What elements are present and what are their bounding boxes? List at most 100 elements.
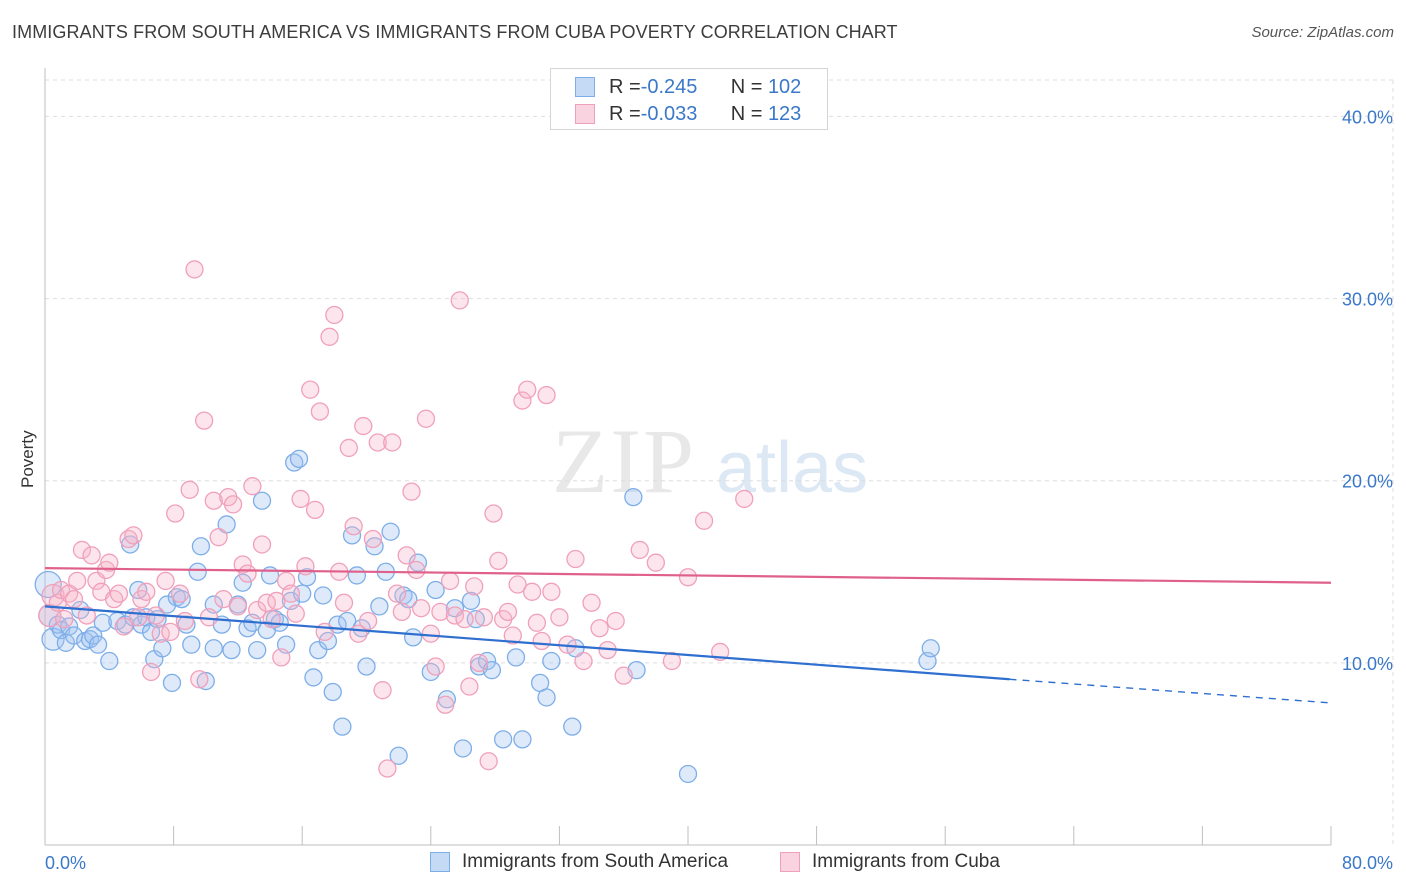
data-point-cuba (109, 584, 129, 603)
data-point-cuba (407, 560, 426, 580)
data-point-cuba (450, 291, 469, 310)
data-point-cuba (614, 666, 633, 685)
trend-lines (44, 567, 1332, 704)
data-point-cuba (214, 589, 233, 609)
data-point-cuba (455, 609, 474, 629)
data-point-cuba (170, 584, 190, 603)
data-point-cuba (582, 593, 601, 612)
x-tick-label: 80.0% (1342, 853, 1393, 873)
data-point-cuba (479, 752, 498, 771)
data-point-cuba (156, 571, 175, 591)
data-point-cuba (286, 604, 305, 623)
data-point-cuba (503, 626, 522, 645)
data-point-cuba (402, 482, 421, 501)
data-point-cuba (100, 553, 119, 572)
r-value: -0.245 (640, 75, 698, 98)
data-point-cuba (537, 385, 556, 405)
data-point-south-america (403, 628, 423, 647)
data-point-cuba (185, 260, 204, 279)
legend-label: Immigrants from South America (462, 851, 729, 872)
legend-item-south-america[interactable]: Immigrants from South America (430, 851, 728, 873)
legend-swatch-blue (430, 852, 450, 872)
data-point-south-america (34, 570, 62, 599)
data-point-cuba (368, 433, 387, 452)
data-point-cuba (694, 511, 714, 530)
data-point-cuba (238, 564, 257, 583)
data-point-cuba (358, 611, 378, 631)
data-point-south-america (182, 635, 201, 654)
chart-title: IMMIGRANTS FROM SOUTH AMERICA VS IMMIGRA… (12, 22, 898, 42)
data-point-south-america (408, 553, 428, 572)
data-point-cuba (606, 611, 625, 631)
data-point-south-america (304, 668, 323, 687)
legend-item-cuba[interactable]: Immigrants from Cuba (780, 851, 1000, 873)
data-point-cuba (522, 582, 542, 601)
data-point-cuba (137, 582, 156, 601)
watermark: ZIP atlas (552, 410, 868, 512)
data-point-cuba (344, 517, 363, 536)
watermark-zip: ZIP (552, 410, 696, 512)
y-tick-label: 30.0% (1342, 290, 1393, 310)
data-point-cuba (68, 571, 87, 591)
data-point-south-america (204, 639, 223, 658)
data-point-cuba (262, 609, 281, 629)
data-point-south-america (537, 688, 556, 707)
data-point-cuba (498, 602, 518, 622)
data-point-cuba (305, 500, 325, 520)
legend-swatch-pink (780, 852, 800, 872)
data-point-cuba (114, 617, 133, 636)
stats-row-south-america: R = -0.245 N = 102 (575, 75, 801, 99)
n-label: N = (730, 75, 763, 98)
data-point-cuba (124, 526, 143, 545)
data-point-south-america (153, 639, 172, 658)
series-legend: Immigrants from South America Immigrants… (0, 851, 1406, 879)
legend-swatch-blue (575, 77, 595, 97)
data-point-cuba (373, 681, 392, 700)
data-point-south-america (365, 537, 384, 556)
data-point-south-america (252, 491, 272, 510)
data-point-south-america (506, 648, 526, 667)
data-point-south-america (357, 657, 376, 676)
data-point-cuba (436, 695, 455, 714)
data-point-cuba (310, 402, 330, 421)
data-point-cuba (55, 609, 74, 629)
y-tick-label: 40.0% (1342, 107, 1393, 127)
data-point-south-america (188, 562, 207, 581)
data-point-south-america (289, 449, 309, 469)
data-point-cuba (243, 477, 262, 496)
r-label: R = (609, 75, 641, 98)
data-point-cuba (474, 608, 493, 627)
data-point-south-america (222, 640, 241, 660)
data-point-cuba (72, 540, 92, 560)
data-point-south-america (333, 717, 352, 736)
data-point-cuba (532, 631, 551, 651)
data-point-south-america (921, 639, 940, 658)
data-point-cuba (440, 571, 460, 591)
data-point-south-america (453, 739, 473, 758)
data-point-cuba (646, 553, 665, 572)
data-point-south-america (426, 580, 445, 600)
data-point-cuba (166, 504, 185, 523)
data-point-south-america (238, 619, 257, 638)
data-point-south-america (342, 526, 362, 545)
data-point-cuba (630, 540, 649, 560)
data-point-south-america (389, 746, 408, 765)
data-point-cuba (566, 549, 585, 569)
data-point-south-america (493, 730, 513, 749)
data-point-south-america (461, 591, 481, 611)
data-point-cuba (291, 489, 310, 509)
data-point-cuba (104, 589, 124, 609)
data-point-south-america (100, 651, 119, 671)
r-label: R = (609, 102, 641, 125)
data-point-cuba (233, 555, 252, 574)
data-point-south-america (513, 730, 532, 749)
data-point-cuba (378, 759, 397, 778)
data-point-cuba (460, 677, 479, 696)
data-point-cuba (445, 606, 465, 625)
data-point-cuba (334, 593, 354, 612)
data-point-cuba (518, 380, 537, 399)
data-point-cuba (209, 528, 228, 547)
data-point-south-america (84, 626, 103, 645)
data-point-south-america (93, 613, 113, 632)
